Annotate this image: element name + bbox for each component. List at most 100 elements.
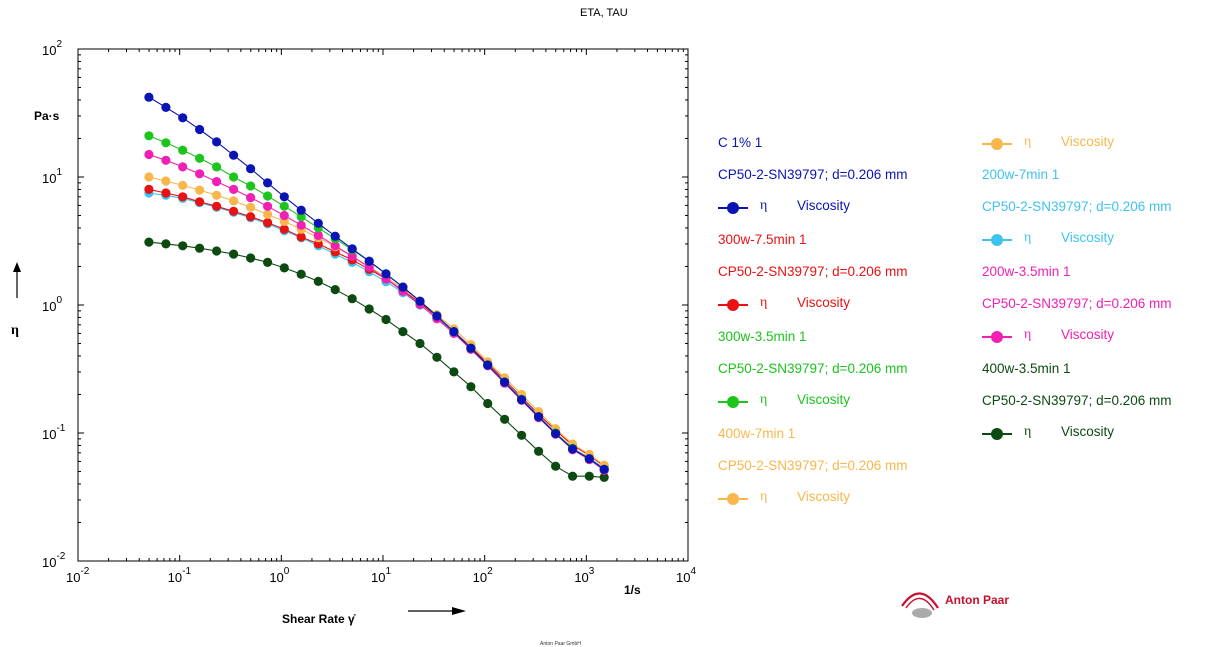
data-point xyxy=(296,220,306,230)
data-point xyxy=(178,113,188,123)
data-point xyxy=(144,184,154,194)
data-point xyxy=(212,201,222,211)
footer-text: Anton Paar GmbH xyxy=(540,641,581,647)
data-point xyxy=(229,184,239,194)
data-point xyxy=(296,205,306,215)
data-point xyxy=(534,412,544,422)
axis-layer: 10-2 10-1 100 101 102 103 104 10-2 10-1 100 101 102… xyxy=(11,39,696,626)
data-point xyxy=(483,398,493,409)
data-point xyxy=(229,206,239,216)
data-point xyxy=(313,218,323,228)
data-point xyxy=(483,360,493,370)
data-point xyxy=(144,237,154,247)
y-tick-label: 101 xyxy=(42,167,62,186)
y-tick-label: 10-2 xyxy=(42,551,66,570)
data-point xyxy=(212,177,222,187)
data-point xyxy=(161,239,171,249)
data-point xyxy=(178,241,188,251)
x-tick-label: 101 xyxy=(371,566,391,585)
data-point xyxy=(195,243,205,253)
data-point xyxy=(161,102,171,112)
data-point xyxy=(246,193,256,203)
x-arrow-head-icon xyxy=(452,607,466,615)
data-point xyxy=(144,131,154,141)
data-point xyxy=(279,210,289,221)
data-point xyxy=(178,145,188,155)
data-point xyxy=(195,169,205,179)
series-3 xyxy=(144,172,609,470)
data-point xyxy=(296,269,306,279)
logo-mark-icon xyxy=(901,592,939,618)
data-point xyxy=(161,176,171,186)
data-point xyxy=(279,263,289,273)
x-tick-label: 103 xyxy=(574,566,594,585)
data-point xyxy=(144,92,154,102)
data-point xyxy=(178,162,188,172)
logo-text: Anton Paar xyxy=(945,593,1010,607)
data-point xyxy=(500,377,510,387)
x-tick-label: 100 xyxy=(269,566,289,585)
data-point xyxy=(178,180,188,190)
data-point xyxy=(161,155,171,165)
data-point xyxy=(364,256,374,266)
data-point xyxy=(517,430,527,440)
data-point xyxy=(212,190,222,200)
series-line xyxy=(148,176,605,466)
data-point xyxy=(212,137,222,147)
data-point xyxy=(161,138,171,148)
data-point xyxy=(178,192,188,202)
data-point xyxy=(313,276,323,286)
data-point xyxy=(432,311,442,321)
data-point xyxy=(246,181,256,191)
anton-paar-logo: Anton Paar xyxy=(900,586,1060,620)
data-point xyxy=(466,343,476,353)
data-point xyxy=(415,296,425,306)
y-tick-label: 102 xyxy=(42,39,62,58)
data-point xyxy=(415,338,425,349)
data-point xyxy=(398,327,408,337)
x-tick-label: 10-1 xyxy=(168,566,192,585)
data-point xyxy=(229,150,239,160)
data-point xyxy=(330,231,340,241)
data-point xyxy=(551,429,561,439)
series-4 xyxy=(144,188,609,473)
data-point xyxy=(449,367,459,377)
data-point xyxy=(534,446,544,456)
data-point xyxy=(347,244,357,254)
data-point xyxy=(212,162,222,172)
data-point xyxy=(347,294,357,304)
data-point xyxy=(246,164,256,174)
data-point xyxy=(144,172,154,182)
data-point xyxy=(279,224,289,234)
series-line xyxy=(148,96,605,470)
data-point xyxy=(296,232,306,242)
data-point xyxy=(212,246,222,256)
data-point xyxy=(246,212,256,222)
data-point xyxy=(195,153,205,163)
y-unit-label: Pa·s xyxy=(34,109,60,123)
data-point xyxy=(246,253,256,263)
data-point xyxy=(161,188,171,198)
data-point xyxy=(398,282,408,292)
data-point xyxy=(263,201,273,211)
series-line xyxy=(148,188,605,467)
series-6 xyxy=(144,237,609,482)
data-point xyxy=(584,471,594,481)
data-point xyxy=(517,395,527,405)
x-tick-label: 104 xyxy=(676,566,696,585)
data-point xyxy=(229,249,239,259)
data-point xyxy=(279,192,289,202)
x-tick-label: 102 xyxy=(473,566,493,585)
series-layer xyxy=(144,92,609,482)
series-line xyxy=(148,192,605,469)
data-point xyxy=(229,196,239,206)
data-point xyxy=(263,191,273,201)
data-point xyxy=(364,304,374,314)
y-axis-label: η xyxy=(11,323,19,338)
y-tick-label: 10-1 xyxy=(42,423,66,442)
data-point xyxy=(195,124,205,135)
data-point xyxy=(195,197,205,207)
data-point xyxy=(330,285,340,295)
data-point xyxy=(432,352,442,362)
data-point xyxy=(229,172,239,182)
